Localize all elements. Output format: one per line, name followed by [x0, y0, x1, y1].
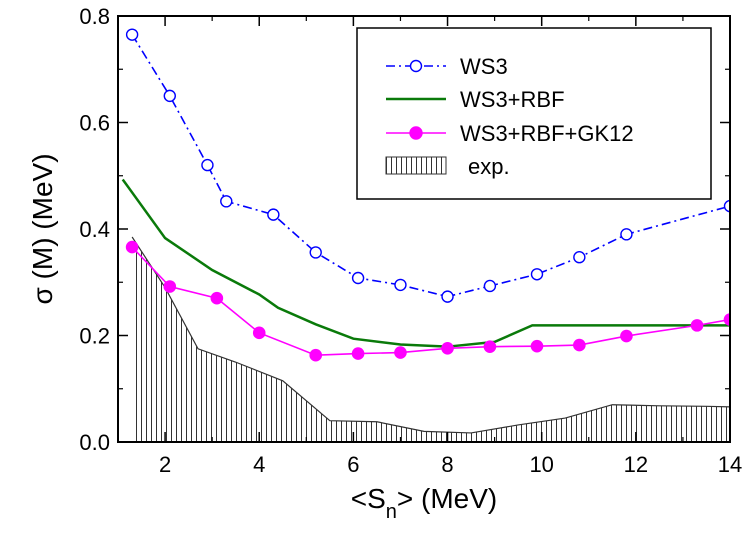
x-tick-label: 2 — [159, 452, 171, 477]
series-gk12-point — [573, 338, 586, 352]
series-gk12-point — [210, 291, 224, 305]
series-exp-area — [132, 236, 730, 442]
legend-label-exp: exp. — [468, 154, 510, 179]
series-ws3-point — [573, 251, 586, 264]
y-tick-label: 0.2 — [79, 324, 110, 349]
series-ws3rbf-line — [121, 178, 730, 348]
series-gk12-point — [723, 313, 730, 326]
legend-label-gk12: WS3+RBF+GK12 — [460, 121, 634, 146]
series-gk12-line — [131, 246, 730, 357]
legend-label-ws3: WS3 — [460, 54, 508, 79]
series-ws3-line — [131, 34, 730, 298]
series-ws3-point — [483, 279, 497, 293]
y-tick-label: 0.4 — [79, 217, 110, 242]
series-exp-outline — [131, 236, 730, 434]
x-tick-label: 8 — [441, 452, 453, 477]
series-ws3-point — [620, 228, 633, 241]
series-gk12-point — [441, 341, 454, 355]
ticks-layer: 2 4 6 8 10 12 14 0.0 0.2 0.4 0.6 0.8 — [79, 4, 742, 477]
x-axis-title-suffix: > (MeV) — [397, 483, 497, 514]
series-ws3-point — [220, 195, 233, 208]
x-tick-label: 10 — [529, 452, 553, 477]
series-gk12-point — [125, 240, 139, 254]
y-tick-label: 0.8 — [79, 4, 110, 29]
series-gk12-point — [483, 340, 497, 353]
x-tick-label: 12 — [624, 452, 648, 477]
legend-ws3-marker — [409, 59, 423, 73]
y-tick-label: 0.6 — [79, 111, 110, 136]
series-ws3-point — [125, 28, 139, 41]
y-tick-label: 0.0 — [79, 430, 110, 455]
series-ws3-point — [309, 246, 322, 259]
series-gk12-point — [252, 326, 266, 340]
legend-gk12-marker — [409, 126, 423, 140]
x-axis-title-main: <S — [351, 483, 386, 514]
x-tick-label: 6 — [347, 452, 359, 477]
x-tick-label: 4 — [253, 452, 265, 477]
legend: WS3 WS3+RBF WS3+RBF+GK12 exp. — [356, 27, 712, 200]
series-ws3-point — [201, 158, 214, 172]
y-axis-title: σ (M) (MeV) — [27, 153, 58, 304]
series-gk12-point — [163, 280, 177, 293]
series-ws3-point — [723, 199, 730, 213]
series-ws3-point — [267, 208, 280, 221]
series-gk12-point — [620, 329, 633, 343]
legend-exp-swatch — [385, 156, 447, 175]
series-ws3-point — [351, 271, 365, 285]
series-layer — [121, 28, 730, 442]
series-gk12-point — [690, 319, 704, 332]
series-ws3-point — [163, 89, 176, 103]
series-gk12-point — [530, 339, 544, 353]
x-axis-title-subscript: n — [386, 501, 397, 523]
series-ws3-point — [530, 268, 544, 281]
legend-label-ws3rbf: WS3+RBF — [460, 87, 565, 112]
x-axis-title: <Sn> (MeV) — [351, 483, 498, 523]
series-gk12-point — [309, 348, 323, 362]
series-gk12-point — [351, 347, 365, 360]
x-tick-label: 14 — [718, 452, 742, 477]
series-gk12-point — [394, 346, 407, 359]
series-ws3-point — [394, 278, 407, 292]
series-ws3-point — [441, 290, 454, 303]
